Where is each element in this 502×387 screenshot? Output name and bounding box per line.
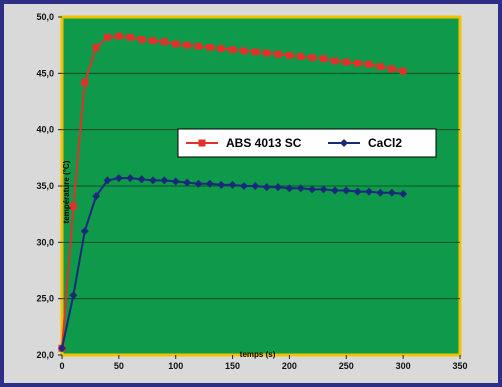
data-point [308,54,316,62]
data-point [285,184,294,193]
data-point [308,185,317,194]
data-point [353,187,362,196]
x-tick-label: 350 [452,361,467,371]
x-tick-label: 150 [225,361,240,371]
data-point [81,78,89,86]
data-point [160,176,169,185]
data-point [388,65,396,73]
data-point [251,182,260,190]
y-tick-label: 40,0 [36,125,54,135]
legend-marker [340,139,348,147]
data-point [217,180,226,189]
data-point [137,175,146,184]
data-point [92,43,100,51]
data-point [274,183,283,192]
data-point [296,184,305,193]
x-tick-label: 200 [282,361,297,371]
legend-label: CaCl2 [368,136,402,150]
data-point [376,63,384,71]
data-point [342,58,350,66]
y-tick-label: 30,0 [36,237,54,247]
data-point [183,41,191,49]
data-point [319,185,328,194]
data-point [115,32,123,40]
data-point [206,43,214,51]
data-point [354,59,362,67]
data-point [172,40,180,48]
data-point [239,182,248,190]
y-axis-ticks: 20,0 25,0 30,0 35,0 40,0 45,0 50,0 [36,12,62,360]
x-tick-label: 250 [339,361,354,371]
data-point [103,176,112,185]
data-point [365,60,373,68]
x-tick-label: 0 [59,361,64,371]
data-point [297,52,305,60]
y-tick-label: 25,0 [36,294,54,304]
data-point [160,38,168,46]
data-point [262,183,271,192]
x-tick-label: 50 [114,361,124,371]
data-point [263,49,271,57]
data-point [92,192,101,201]
x-tick-label: 300 [396,361,411,371]
data-point [240,47,248,55]
data-point [138,36,146,44]
data-point [251,48,259,56]
series-1 [58,32,407,352]
data-point [126,33,134,41]
data-point [69,202,77,210]
legend-box [177,128,437,158]
data-point [229,46,237,54]
series-2 [58,174,408,353]
x-tick-label: 100 [168,361,183,371]
series-layer [58,32,408,353]
y-tick-label: 45,0 [36,68,54,78]
data-point [69,291,78,300]
data-point [342,186,351,195]
data-point [103,33,111,41]
data-point [228,180,237,189]
data-point [320,55,328,63]
data-point [376,188,385,197]
data-point [183,178,192,187]
data-point [114,174,123,183]
data-point [285,51,293,59]
legend-label: ABS 4013 SC [226,136,302,150]
data-point [149,37,157,45]
data-point [399,189,408,198]
y-tick-label: 35,0 [36,181,54,191]
data-point [365,187,374,196]
data-point [58,344,66,353]
legend-marker [198,139,206,147]
data-point [80,227,89,236]
data-point [274,50,282,58]
x-axis-ticks: 0 50 100 150 200 250 300 350 [59,355,468,371]
data-point [387,188,396,197]
y-axis-label: température (°C) [62,160,71,223]
data-point [148,176,157,185]
data-point [194,42,202,50]
legend: ABS 4013 SC CaCl2 [177,128,437,158]
y-tick-label: 50,0 [36,12,54,22]
data-point [331,57,339,65]
x-axis-label: temps (s) [240,350,276,359]
y-tick-label: 20,0 [36,350,54,360]
data-point [171,177,180,186]
data-point [126,174,135,183]
data-point [217,45,225,53]
data-point [399,67,407,75]
data-point [205,179,214,188]
data-point [194,179,203,188]
data-point [330,186,339,195]
